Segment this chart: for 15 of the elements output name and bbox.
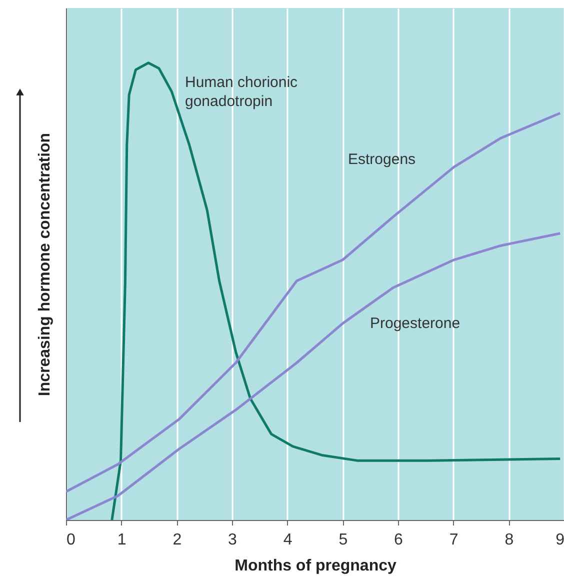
x-tick-label: 2 (172, 532, 182, 548)
x-tick-label: 1 (117, 532, 126, 548)
x-tick-label: 5 (338, 532, 348, 548)
x-tick-label: 0 (66, 532, 76, 548)
x-tick-label: 7 (449, 532, 458, 548)
x-tick-label: 6 (394, 532, 404, 548)
x-axis-title: Months of pregnancy (234, 558, 396, 574)
series-label: Progesterone (370, 315, 460, 332)
x-tick-label: 4 (283, 532, 292, 548)
x-tick-label: 8 (504, 532, 514, 548)
series-label: Estrogens (348, 151, 416, 168)
x-tick-label: 3 (228, 532, 238, 548)
x-tick-label: 9 (556, 532, 564, 548)
y-axis-title: Increasing hormone concentration (36, 132, 54, 396)
series-label: Human chorionic gonadotropin (185, 74, 298, 110)
